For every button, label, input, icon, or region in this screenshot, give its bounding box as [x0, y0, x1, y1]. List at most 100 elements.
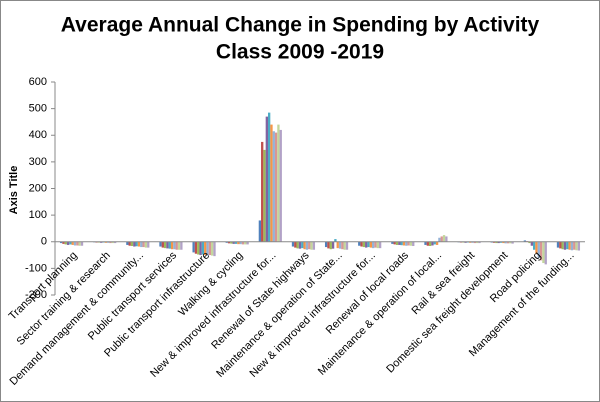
- bar: [78, 241, 81, 246]
- bar: [334, 239, 337, 242]
- bar: [168, 241, 171, 249]
- bar: [400, 241, 403, 246]
- bar: [144, 241, 148, 248]
- bar: [495, 241, 498, 244]
- bar: [130, 241, 134, 247]
- bar: [556, 241, 560, 248]
- y-tick-label: 0: [41, 236, 47, 248]
- bar: [142, 241, 145, 248]
- bar: [312, 241, 316, 250]
- bar: [395, 241, 399, 245]
- bar: [270, 124, 273, 242]
- bar: [402, 241, 406, 246]
- bar: [544, 241, 547, 265]
- bar: [73, 241, 77, 246]
- bar: [428, 241, 432, 247]
- bar: [298, 241, 302, 249]
- bar: [147, 241, 150, 248]
- bar: [537, 241, 540, 258]
- bar: [542, 241, 545, 264]
- bar: [559, 241, 562, 249]
- y-axis-title: Axis Title: [8, 166, 20, 215]
- y-tick-label: 400: [29, 129, 47, 141]
- bar: [159, 241, 162, 247]
- bar: [360, 241, 363, 247]
- bar: [310, 241, 313, 250]
- bar: [59, 241, 63, 244]
- bar: [365, 241, 368, 248]
- bar: [213, 241, 216, 257]
- bar: [291, 241, 295, 247]
- bar: [263, 149, 266, 242]
- bar: [137, 241, 141, 247]
- bar: [338, 241, 342, 249]
- bar: [197, 241, 200, 255]
- bar: [511, 241, 514, 244]
- bar: [473, 241, 477, 244]
- bar: [192, 241, 195, 253]
- bar: [296, 241, 299, 249]
- bar: [166, 241, 169, 249]
- bar: [113, 241, 117, 244]
- y-tick-label: -100: [25, 262, 47, 274]
- bar: [225, 241, 228, 243]
- bar: [194, 241, 198, 254]
- bar: [303, 241, 306, 250]
- bar: [433, 241, 436, 245]
- bar: [258, 220, 262, 242]
- bar: [568, 241, 571, 250]
- bar: [324, 241, 328, 248]
- bar: [438, 237, 441, 242]
- bar: [279, 129, 282, 242]
- bar: [265, 116, 268, 242]
- chart-title: Average Annual Change in Spending by Act…: [61, 14, 540, 37]
- bar: [372, 241, 375, 249]
- bar: [499, 241, 503, 243]
- bar: [535, 241, 538, 254]
- bar: [506, 241, 510, 244]
- bar: [497, 241, 500, 244]
- bar: [104, 241, 108, 243]
- bar: [301, 241, 304, 249]
- y-tick-label: 200: [29, 182, 47, 194]
- bar: [435, 241, 439, 245]
- bar: [407, 241, 410, 246]
- bar: [100, 241, 103, 243]
- bar: [237, 241, 240, 245]
- bar: [175, 241, 178, 250]
- bar: [80, 241, 84, 246]
- bar: [440, 236, 443, 242]
- bar: [573, 241, 576, 250]
- bar: [502, 241, 505, 244]
- bar: [471, 241, 474, 243]
- bar: [426, 241, 429, 246]
- y-tick-label: -200: [25, 289, 47, 301]
- bar: [504, 241, 507, 244]
- bar: [133, 241, 136, 247]
- bar: [345, 241, 349, 250]
- bar: [111, 241, 114, 244]
- bar: [374, 241, 377, 248]
- y-tick-label: 100: [29, 209, 47, 221]
- bar: [294, 241, 297, 248]
- bar: [369, 241, 373, 248]
- bar: [329, 241, 332, 250]
- bar: [230, 241, 233, 244]
- bar: [476, 241, 479, 244]
- bar: [528, 241, 531, 244]
- bar: [509, 241, 512, 244]
- bar: [308, 241, 311, 250]
- chart-title: Class 2009 -2019: [216, 41, 384, 64]
- bar: [442, 235, 446, 242]
- bar: [409, 241, 413, 246]
- bar: [532, 241, 536, 250]
- bar: [199, 241, 202, 256]
- bar: [539, 241, 543, 261]
- bar: [163, 241, 167, 249]
- bar: [391, 241, 394, 244]
- bar: [358, 241, 361, 246]
- bar: [239, 241, 242, 245]
- bar: [412, 241, 415, 247]
- bar: [211, 241, 214, 256]
